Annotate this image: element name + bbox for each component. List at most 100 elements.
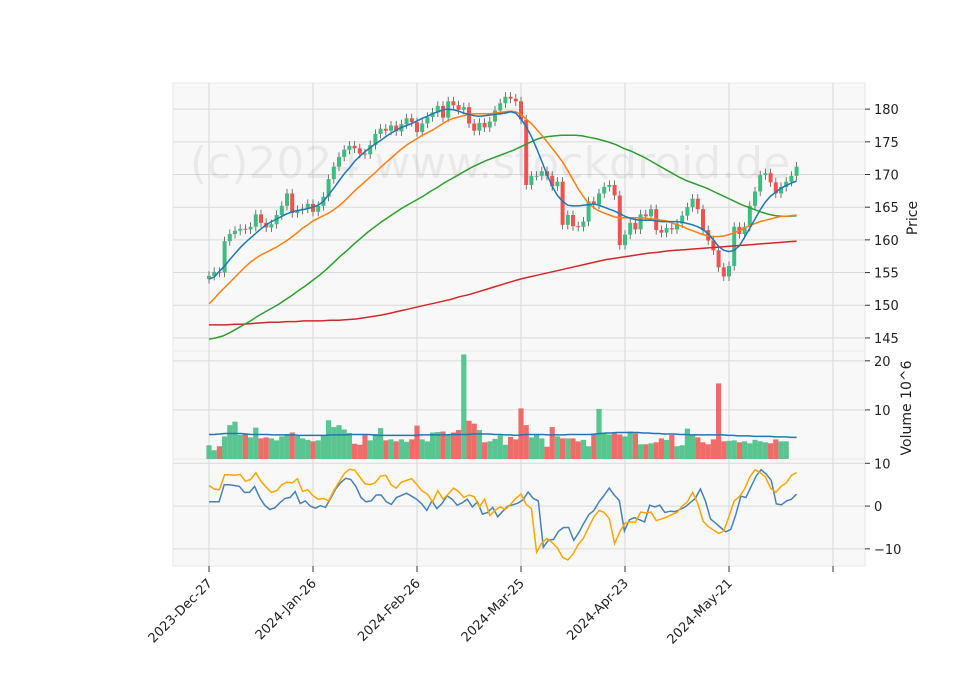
volume-bar [762,442,768,459]
volume-bar [440,431,446,459]
candle-body [420,123,425,133]
volume-bar [502,444,508,459]
candle-body [295,209,300,214]
candle-body [238,228,243,231]
volume-bar [674,446,680,459]
volume-bar [352,443,358,459]
volume-bar [586,446,592,459]
candle-body [253,214,258,227]
candle-body [337,156,341,167]
volume-bar [570,438,576,459]
candle-body [628,222,633,235]
volume-bar [710,439,716,459]
volume-bar [658,438,664,459]
volume-bar [742,441,748,459]
volume-bar [632,433,638,459]
volume-bar [731,440,737,459]
candle-body [695,198,700,210]
volume-bar [554,436,560,459]
volume-bar [638,444,644,459]
candle-body [415,122,419,133]
volume-bar [357,444,363,459]
oscillator-line-a [209,468,798,550]
candle-body [347,145,352,150]
volume-bar [627,431,633,459]
volume-bar [528,437,534,459]
volume-bar [388,439,394,459]
volume-bar [398,439,404,459]
watermark: (c)2024 www.stockdroid.de [190,138,790,189]
volume-average [209,431,797,439]
volume-bar [430,432,436,459]
candle-body [701,209,705,231]
candle-body [565,215,570,225]
price-tick-label: 155 [874,267,899,282]
volume-bar [773,439,779,459]
volume-bar [534,434,540,459]
price-tick-label: 160 [874,234,899,249]
candle-body [316,205,321,212]
candle-body [487,121,492,128]
volume-bar [336,425,342,459]
candle-body [607,184,612,187]
candle-body [519,101,523,120]
price-tick-label: 165 [874,201,899,216]
volume-bar [747,443,753,459]
candle-body [690,198,695,208]
volume-bar [404,441,410,459]
volume-tick-label: 20 [874,355,891,370]
candle-body [669,228,674,230]
price-axis-title: Price [905,201,921,235]
volume-bar [456,430,462,459]
volume-bar [378,428,384,459]
volume-bar [601,432,607,459]
volume-bar [445,435,451,459]
volume-bar [664,439,670,459]
volume-bar [305,439,311,459]
sma-fast-line [208,108,797,280]
x-tick-label: 2024-Mar-25 [459,576,528,645]
volume-bar [268,438,274,459]
candle-body [789,175,794,182]
volume-bar [492,438,498,459]
candle-body [638,214,643,230]
volume-bar [487,441,493,459]
volume-bars [206,354,789,459]
candle-body [243,228,248,230]
volume-bar [419,439,425,459]
volume-bar [783,441,789,459]
candle-body [352,145,357,149]
candle-body [571,215,575,227]
candle-body [711,240,716,251]
volume-bar [435,432,441,459]
volume-bar [326,420,332,459]
price-tick-label: 150 [874,299,899,314]
candle-body [435,105,440,113]
candle-body [409,118,414,123]
x-axis-ticks: 2023-Dec-27 2024-Jan-26 2024-Feb-26 2024-Ma… [146,566,834,647]
volume-bar [757,441,763,459]
candle-body [368,145,373,155]
volume-average-line [209,431,797,439]
volume-bar [705,444,711,459]
candle-body [461,107,466,110]
candle-body [581,221,586,227]
volume-bar [346,432,352,459]
volume-bar [331,427,337,459]
price-tick-label: 175 [874,136,899,151]
volume-bar [383,440,389,459]
candle-body [383,128,388,131]
volume-bar [539,438,545,459]
candle-body [555,181,560,187]
candle-body [290,193,295,214]
volume-bar [242,433,248,459]
volume-bar [450,432,456,459]
candle-body [742,226,747,234]
candle-body [404,118,409,125]
candle-body [357,148,362,154]
candle-body [259,214,263,223]
candle-body [529,175,534,185]
volume-bar [289,432,295,459]
candle-body [753,191,757,206]
